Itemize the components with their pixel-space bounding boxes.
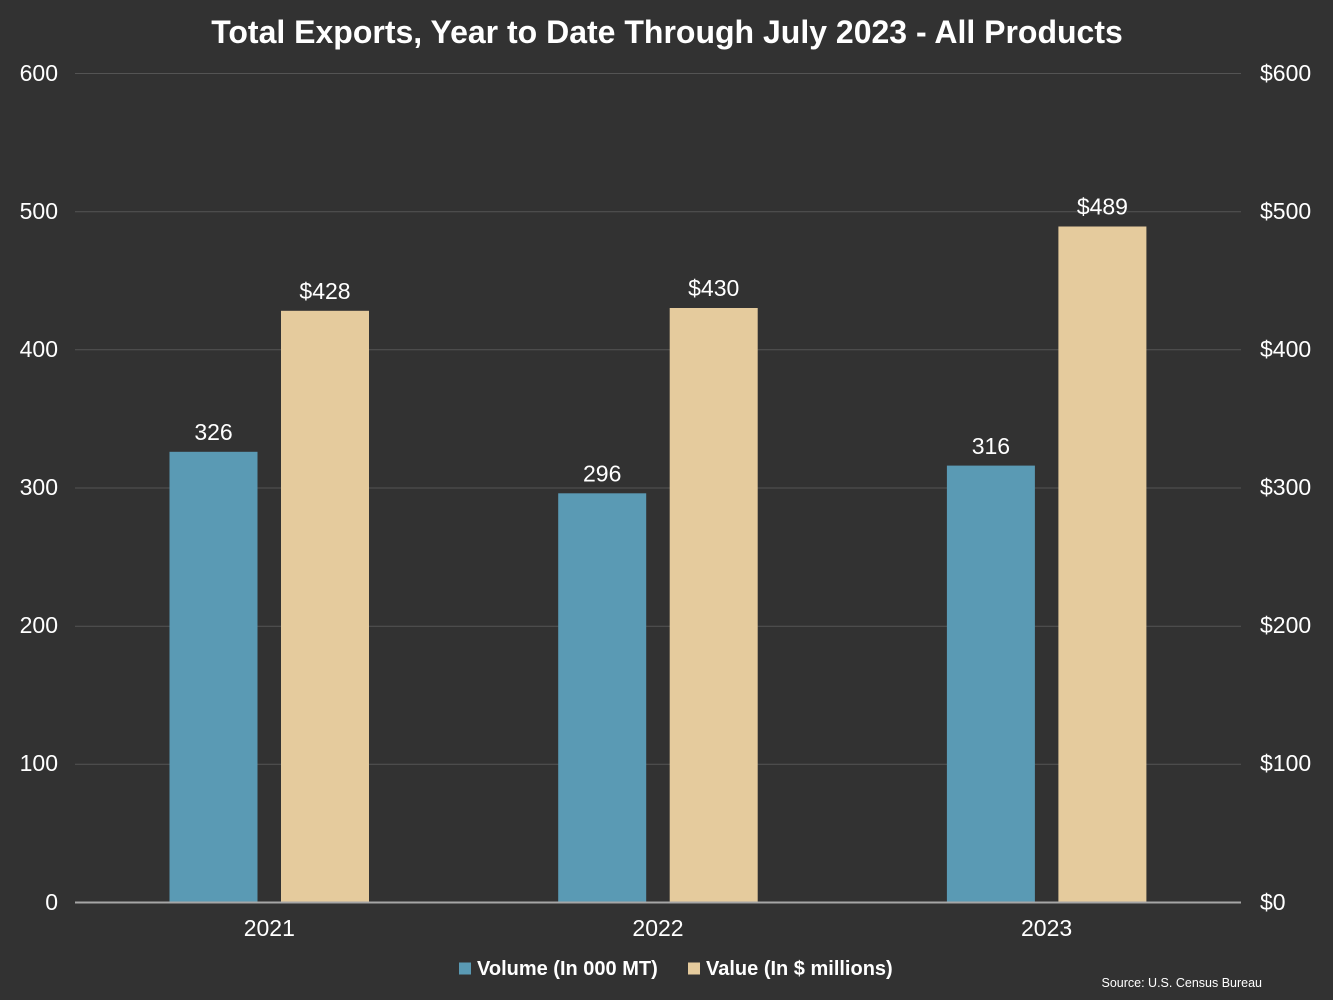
svg-text:Source: U.S. Census Bureau: Source: U.S. Census Bureau (1102, 976, 1263, 990)
svg-text:Value (In $ millions): Value (In $ millions) (706, 958, 893, 980)
svg-text:296: 296 (583, 461, 621, 487)
svg-text:$500: $500 (1260, 198, 1311, 224)
svg-text:500: 500 (20, 198, 58, 224)
svg-text:100: 100 (20, 750, 58, 776)
svg-text:200: 200 (20, 612, 58, 638)
svg-text:$100: $100 (1260, 750, 1311, 776)
svg-text:2023: 2023 (1021, 915, 1072, 941)
svg-text:600: 600 (20, 60, 58, 86)
svg-text:Volume (In 000 MT): Volume (In 000 MT) (477, 958, 658, 980)
svg-text:300: 300 (20, 474, 58, 500)
svg-text:$400: $400 (1260, 336, 1311, 362)
svg-text:$200: $200 (1260, 612, 1311, 638)
svg-text:$300: $300 (1260, 474, 1311, 500)
svg-text:326: 326 (194, 419, 232, 445)
svg-text:$430: $430 (688, 275, 739, 301)
svg-text:2022: 2022 (632, 915, 683, 941)
svg-text:Total Exports, Year to Date Th: Total Exports, Year to Date Through July… (211, 14, 1123, 50)
svg-text:316: 316 (972, 433, 1010, 459)
svg-text:400: 400 (20, 336, 58, 362)
svg-text:$0: $0 (1260, 889, 1286, 915)
svg-text:$600: $600 (1260, 60, 1311, 86)
svg-text:0: 0 (45, 889, 58, 915)
svg-text:2021: 2021 (244, 915, 295, 941)
svg-text:$489: $489 (1077, 194, 1128, 220)
svg-text:$428: $428 (299, 278, 350, 304)
